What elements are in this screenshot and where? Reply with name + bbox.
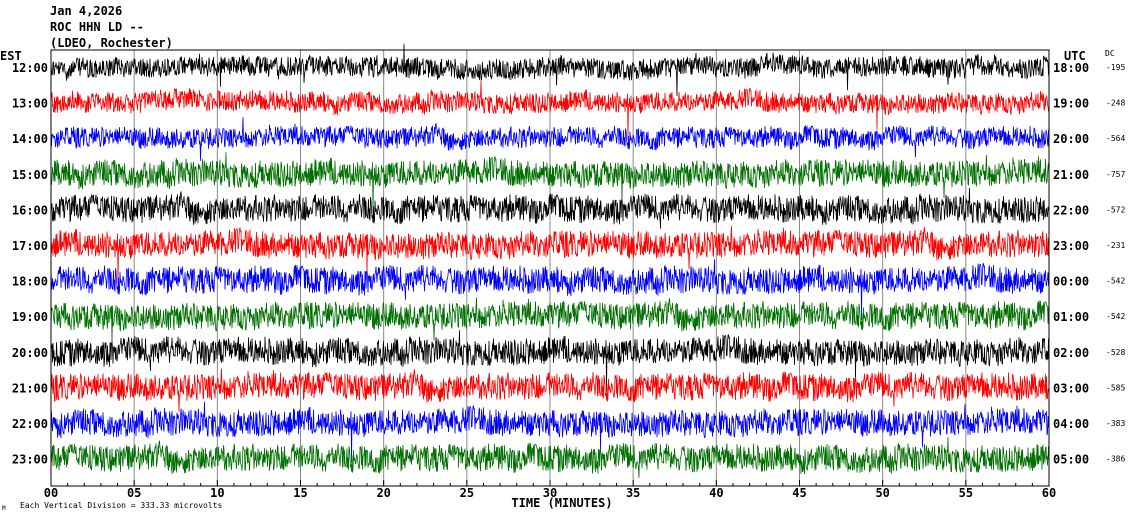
x-tick-label: 40 xyxy=(709,486,723,500)
trace-1300 xyxy=(50,80,1050,140)
utc-hour-label: 04:00 xyxy=(1053,417,1089,431)
est-hour-label: 18:00 xyxy=(12,275,48,289)
est-hour-label: 23:00 xyxy=(12,453,48,467)
x-tick-label: 45 xyxy=(792,486,806,500)
trace-1700 xyxy=(50,226,1050,285)
est-hour-label: 14:00 xyxy=(12,132,48,146)
x-tick-label: 10 xyxy=(210,486,224,500)
dc-offset-label: -528 xyxy=(1106,348,1125,357)
utc-hour-label: 05:00 xyxy=(1053,453,1089,467)
est-hour-label: 16:00 xyxy=(12,203,48,217)
x-tick-label: 35 xyxy=(626,486,640,500)
x-tick-label: 30 xyxy=(543,486,557,500)
utc-hour-label: 03:00 xyxy=(1053,381,1089,395)
est-hour-label: 12:00 xyxy=(12,61,48,75)
trace-1400 xyxy=(50,117,1050,161)
trace-2000 xyxy=(50,330,1050,392)
utc-hour-label: 19:00 xyxy=(1053,97,1089,111)
scale-note: Each Vertical Division = 333.33 microvol… xyxy=(20,501,222,510)
x-tick-label: 50 xyxy=(875,486,889,500)
est-hour-label: 15:00 xyxy=(12,168,48,182)
trace-1500 xyxy=(50,152,1050,214)
est-hour-label: 20:00 xyxy=(12,346,48,360)
trace-1200 xyxy=(50,43,1050,97)
dc-offset-label: -195 xyxy=(1106,63,1125,72)
est-axis-label: EST xyxy=(0,49,22,63)
dc-offset-label: -248 xyxy=(1106,99,1125,108)
scale-mark: M xyxy=(2,505,6,512)
x-tick-label: 20 xyxy=(376,486,390,500)
dc-offset-label: -585 xyxy=(1106,383,1125,392)
utc-hour-label: 02:00 xyxy=(1053,346,1089,360)
trace-1600 xyxy=(50,187,1050,229)
utc-hour-label: 18:00 xyxy=(1053,61,1089,75)
x-tick-label: 25 xyxy=(460,486,474,500)
trace-2200 xyxy=(50,401,1050,463)
utc-hour-label: 21:00 xyxy=(1053,168,1089,182)
dc-offset-label: -564 xyxy=(1106,134,1125,143)
utc-hour-label: 20:00 xyxy=(1053,132,1089,146)
est-hour-label: 21:00 xyxy=(12,381,48,395)
x-axis-title: TIME (MINUTES) xyxy=(511,496,612,510)
est-hour-label: 13:00 xyxy=(12,97,48,111)
station-label: ROC HHN LD -- xyxy=(50,20,144,34)
trace-2100 xyxy=(50,368,1050,412)
x-tick-label: 05 xyxy=(127,486,141,500)
trace-1900 xyxy=(50,297,1050,346)
x-tick-label: 15 xyxy=(293,486,307,500)
x-tick-label: 55 xyxy=(959,486,973,500)
utc-hour-label: 01:00 xyxy=(1053,310,1089,324)
utc-hour-label: 22:00 xyxy=(1053,203,1089,217)
est-hour-label: 19:00 xyxy=(12,310,48,324)
dc-offset-label: -231 xyxy=(1106,241,1125,250)
dc-offset-label: -757 xyxy=(1106,170,1125,179)
trace-1800 xyxy=(50,259,1050,321)
network-label: (LDEO, Rochester) xyxy=(50,36,173,50)
dc-offset-label: -542 xyxy=(1106,312,1125,321)
est-hour-label: 22:00 xyxy=(12,417,48,431)
dc-offset-label: -572 xyxy=(1106,205,1125,214)
dc-offset-label: -542 xyxy=(1106,277,1125,286)
utc-axis-label: UTC xyxy=(1064,49,1086,63)
utc-hour-label: 00:00 xyxy=(1053,275,1089,289)
utc-hour-label: 23:00 xyxy=(1053,239,1089,253)
date-label: Jan 4,2026 xyxy=(50,4,123,18)
est-hour-label: 17:00 xyxy=(12,239,48,253)
trace-2300 xyxy=(50,437,1050,478)
x-tick-label: 60 xyxy=(1042,486,1056,500)
x-tick-label: 00 xyxy=(44,486,58,500)
dc-offset-label: -386 xyxy=(1106,455,1125,464)
dc-header-label: DC xyxy=(1105,49,1115,58)
dc-offset-label: -383 xyxy=(1106,419,1125,428)
